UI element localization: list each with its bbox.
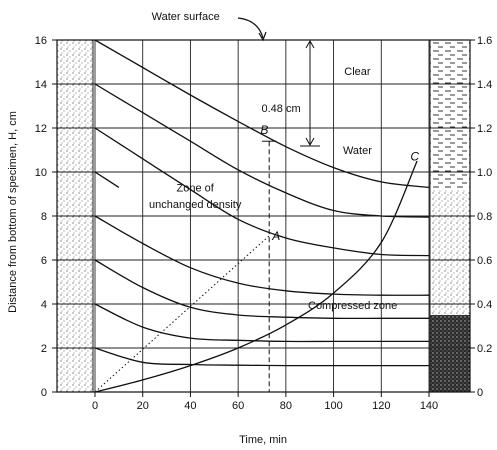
settling-curve <box>94 39 430 189</box>
x-tick-label: 80 <box>280 400 292 412</box>
annotation-label: Zone of <box>177 182 215 194</box>
tick-labels: 0 2 4 6 8 10 12 14 16 0 20 40 60 80 100 120 140 0 0.2 0.4 0.… <box>35 35 493 412</box>
y-tick-label: 16 <box>35 35 47 47</box>
right-tick-label: 1.6 <box>477 35 492 47</box>
y-tick-label: 12 <box>35 123 47 135</box>
annotation-label: Compressed zone <box>308 300 397 312</box>
annotation-label: Clear <box>344 66 371 78</box>
right-tick-label: 0 <box>477 387 483 399</box>
settling-curve <box>94 347 429 367</box>
dimension-marker <box>300 39 320 147</box>
right-tick-label: 0.8 <box>477 211 492 223</box>
y-tick-label: 10 <box>35 167 47 179</box>
x-tick-label: 140 <box>420 400 438 412</box>
curves <box>94 39 430 393</box>
annotation-label: Water <box>343 145 372 157</box>
axes <box>52 39 475 397</box>
right-tick-label: 1.0 <box>477 167 492 179</box>
y-tick-label: 4 <box>41 299 47 311</box>
settling-curve <box>94 215 430 296</box>
x-tick-label: 40 <box>184 400 196 412</box>
x-axis-label: Time, min <box>239 434 287 446</box>
settling-curve <box>94 83 430 218</box>
annotation-label: A <box>271 229 280 243</box>
annotation-label: C <box>410 150 419 164</box>
right-tick-label: 0.2 <box>477 343 492 355</box>
y-tick-label: 0 <box>41 387 47 399</box>
right-tick-label: 0.4 <box>477 299 492 311</box>
y-tick-label: 2 <box>41 343 47 355</box>
y-axis-label: Distance from bottom of specimen, H, cm <box>7 111 19 313</box>
annotation-label: B <box>260 123 268 137</box>
settling-curve <box>94 160 418 393</box>
annotations: Water surface Clear Water 0.48 cm Zone of unc… <box>149 11 419 312</box>
y-tick-label: 8 <box>41 211 47 223</box>
construction-lines <box>94 140 277 393</box>
x-tick-label: 60 <box>232 400 244 412</box>
annotation-label: Water surface <box>152 11 220 23</box>
settling-curve <box>94 259 429 320</box>
arrow-head-icon <box>258 31 267 42</box>
y-tick-label: 14 <box>35 79 47 91</box>
x-tick-label: 20 <box>137 400 149 412</box>
right-tick-label: 1.2 <box>477 123 492 135</box>
x-tick-label: 0 <box>92 400 98 412</box>
settling-curve <box>94 303 430 343</box>
right-tick-label: 1.4 <box>477 79 492 91</box>
x-tick-label: 120 <box>372 400 390 412</box>
settling-curve <box>94 171 120 188</box>
annotation-label: 0.48 cm <box>262 103 301 115</box>
dotted-construction-line <box>94 235 270 393</box>
annotation-label: unchanged density <box>149 199 242 211</box>
grid <box>57 39 470 393</box>
water-surface-arrow <box>237 17 264 39</box>
x-tick-label: 100 <box>324 400 342 412</box>
y-tick-label: 6 <box>41 255 47 267</box>
right-tick-label: 0.6 <box>477 255 492 267</box>
settling-curve <box>94 127 430 257</box>
